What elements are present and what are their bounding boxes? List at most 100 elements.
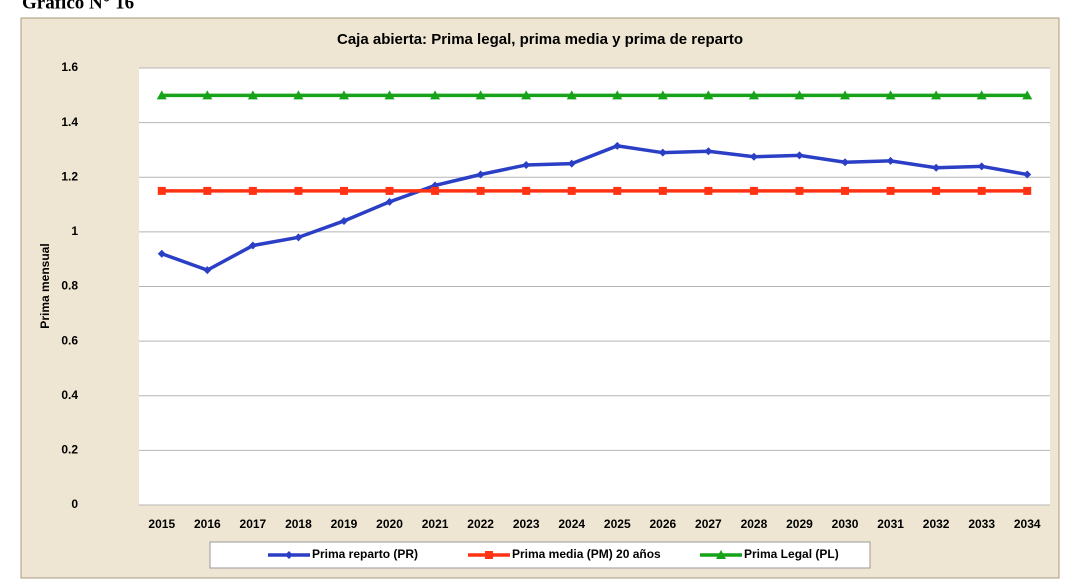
data-point xyxy=(476,170,485,179)
x-tick-label: 2020 xyxy=(376,517,403,531)
data-point xyxy=(931,90,942,100)
x-tick-label: 2016 xyxy=(194,517,221,531)
y-tick-label: 0.2 xyxy=(61,443,78,457)
data-point xyxy=(522,160,531,169)
x-tick-label: 2017 xyxy=(240,517,267,531)
x-tick-label: 2030 xyxy=(832,517,859,531)
data-point xyxy=(475,90,486,100)
data-point xyxy=(385,186,394,195)
y-tick-label: 1 xyxy=(71,224,78,238)
data-point xyxy=(567,159,576,168)
data-point xyxy=(247,90,258,100)
data-point xyxy=(293,90,304,100)
data-point xyxy=(977,162,986,171)
x-tick-label: 2027 xyxy=(695,517,722,531)
data-point xyxy=(749,186,758,195)
legend-marker xyxy=(716,550,726,559)
y-tick-label: 0 xyxy=(71,497,78,511)
data-point xyxy=(932,163,941,172)
x-tick-label: 2026 xyxy=(649,517,676,531)
data-point xyxy=(248,241,257,250)
data-point xyxy=(1023,186,1032,195)
legend-marker xyxy=(285,551,293,559)
x-tick-label: 2029 xyxy=(786,517,813,531)
data-point xyxy=(431,186,440,195)
data-point xyxy=(976,90,987,100)
x-tick-label: 2022 xyxy=(467,517,494,531)
data-point xyxy=(794,90,805,100)
x-tick-label: 2024 xyxy=(558,517,585,531)
y-tick-label: 0.4 xyxy=(61,388,78,402)
legend xyxy=(209,541,871,569)
data-point xyxy=(658,148,667,157)
data-point xyxy=(749,152,758,161)
y-tick-label: 1.6 xyxy=(61,60,78,74)
legend-marker xyxy=(485,551,493,559)
series-line xyxy=(161,144,1028,273)
data-point xyxy=(885,90,896,100)
data-point xyxy=(613,141,622,150)
data-point xyxy=(886,156,895,165)
data-point xyxy=(703,90,714,100)
data-point xyxy=(203,266,212,275)
data-point xyxy=(203,186,212,195)
legend-label: Prima media (PM) 20 años xyxy=(512,547,661,561)
x-tick-label: 2023 xyxy=(513,517,540,531)
data-point xyxy=(841,158,850,167)
data-point xyxy=(1022,90,1033,100)
data-point xyxy=(522,186,531,195)
data-point xyxy=(704,147,713,156)
data-point xyxy=(156,90,167,100)
heading: Gráfico N° 16 xyxy=(22,0,134,13)
data-point xyxy=(704,186,713,195)
data-point xyxy=(476,186,485,195)
data-point xyxy=(795,151,804,160)
data-point xyxy=(567,186,576,195)
data-point xyxy=(157,249,166,258)
x-tick-label: 2034 xyxy=(1014,517,1041,531)
data-point xyxy=(294,186,303,195)
x-tick-label: 2033 xyxy=(968,517,995,531)
data-point xyxy=(613,186,622,195)
legend-label: Prima Legal (PL) xyxy=(744,547,839,561)
chart-title: Caja abierta: Prima legal, prima media y… xyxy=(337,31,743,48)
data-point xyxy=(840,90,851,100)
x-tick-label: 2019 xyxy=(331,517,358,531)
data-point xyxy=(157,186,166,195)
data-point xyxy=(294,233,303,242)
data-point xyxy=(841,186,850,195)
x-tick-label: 2032 xyxy=(923,517,950,531)
y-tick-label: 0.8 xyxy=(61,279,78,293)
data-point xyxy=(566,90,577,100)
x-tick-label: 2015 xyxy=(148,517,175,531)
x-tick-label: 2021 xyxy=(422,517,449,531)
y-tick-label: 1.4 xyxy=(61,115,78,129)
legend-label: Prima reparto (PR) xyxy=(312,547,418,561)
data-point xyxy=(977,186,986,195)
data-point xyxy=(886,186,895,195)
data-point xyxy=(248,186,257,195)
data-point xyxy=(339,216,348,225)
y-tick-label: 0.6 xyxy=(61,333,78,347)
data-point xyxy=(795,186,804,195)
data-point xyxy=(1023,170,1032,179)
data-point xyxy=(657,90,668,100)
data-point xyxy=(748,90,759,100)
x-tick-label: 2025 xyxy=(604,517,631,531)
x-tick-label: 2028 xyxy=(741,517,768,531)
x-tick-label: 2031 xyxy=(877,517,904,531)
data-point xyxy=(658,186,667,195)
data-point xyxy=(202,90,213,100)
x-tick-label: 2018 xyxy=(285,517,312,531)
data-point xyxy=(338,90,349,100)
data-point xyxy=(932,186,941,195)
data-point xyxy=(430,90,441,100)
data-point xyxy=(385,197,394,206)
y-axis-label: Prima mensual xyxy=(38,243,52,328)
data-point xyxy=(521,90,532,100)
y-tick-label: 1.2 xyxy=(61,169,78,183)
data-point xyxy=(612,90,623,100)
data-point xyxy=(384,90,395,100)
data-point xyxy=(339,186,348,195)
